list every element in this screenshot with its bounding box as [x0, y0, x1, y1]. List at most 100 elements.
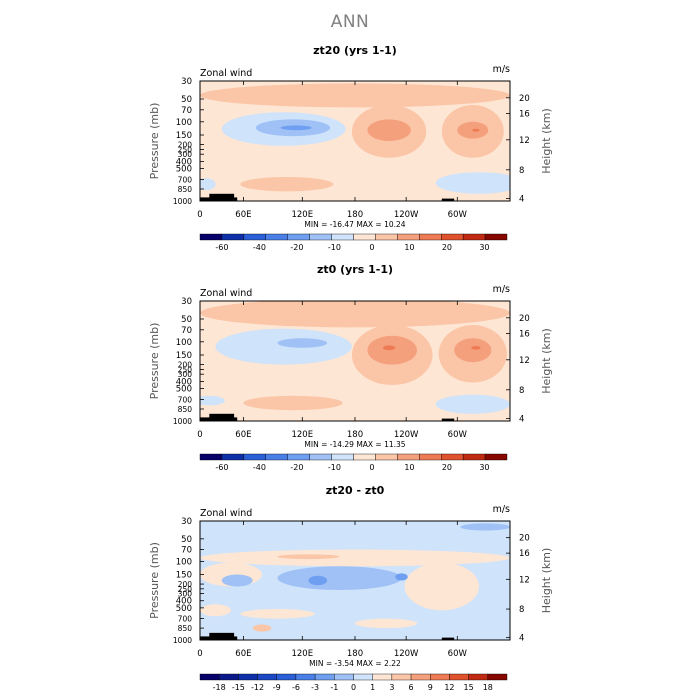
y-right-tick-label: 16 [519, 109, 530, 119]
contour-region [277, 338, 328, 348]
y-tick-label: 250 [178, 365, 193, 374]
y-tick-label: 100 [176, 338, 192, 348]
colorbar: -60 -40 -20 -10 0 10 20 30 [199, 453, 508, 472]
colorbar-box [331, 233, 354, 241]
y-right-tick-label: 16 [519, 549, 530, 559]
colorbar-tick-label: -60 [215, 463, 228, 472]
y-tick-label: 70 [181, 546, 192, 556]
colorbar-box [199, 453, 223, 461]
colorbar-box [441, 233, 464, 241]
y-right-tick-label: 20 [519, 314, 530, 324]
colorbar-tick-label: 0 [351, 683, 356, 692]
y-tick-label: 70 [181, 326, 192, 336]
x-tick-label: 60E [235, 430, 251, 440]
colorbar-box [391, 673, 412, 681]
min-max-stats: MIN = -14.29 MAX = 11.35 [304, 440, 405, 449]
colorbar-box [430, 673, 450, 681]
x-tick-label: 60W [448, 649, 468, 659]
contour-fills [200, 523, 510, 640]
colorbar-box [468, 673, 489, 681]
x-tick-label: 60E [235, 649, 251, 659]
colorbar-box [441, 453, 464, 461]
colorbar-box [243, 233, 266, 241]
y-right-axis-title: Height (km) [540, 548, 553, 614]
colorbar-box [375, 453, 398, 461]
y-right-axis-title: Height (km) [540, 108, 553, 174]
colorbar-box [353, 233, 376, 241]
colorbar-box [334, 673, 354, 681]
colorbar-box [353, 453, 376, 461]
y-right-tick-label: 20 [519, 534, 530, 544]
panel-2: 3050701001502002503004005007008501000201… [148, 284, 553, 472]
contour-fills [200, 301, 510, 421]
colorbar-tick-label: 6 [409, 683, 414, 692]
y-tick-label: 400 [176, 157, 192, 167]
contour-region [243, 395, 343, 411]
topography [441, 418, 455, 421]
x-tick-label: 60W [448, 430, 468, 440]
colorbar-tick-label: -18 [213, 683, 226, 692]
colorbar-box [419, 453, 442, 461]
y-tick-label: 50 [181, 315, 192, 325]
colorbar-box [375, 233, 398, 241]
colorbar: -18 -15 -12 -9 -6 -3 -1 0 1 3 6 9 12 15 18 [199, 673, 508, 692]
colorbar: -60 -40 -20 -10 0 10 20 30 [199, 233, 508, 252]
panel-1-title: zt20 (yrs 1-1) [313, 44, 397, 57]
y-tick-label: 100 [176, 557, 192, 567]
colorbar-tick-label: 20 [442, 243, 452, 252]
x-tick-label: 0 [197, 430, 202, 440]
units-label: m/s [493, 284, 510, 295]
colorbar-box [265, 233, 288, 241]
contour-region [308, 575, 328, 586]
contour-region [355, 618, 417, 629]
contour-region [200, 83, 510, 108]
colorbar-tick-label: -60 [215, 243, 228, 252]
colorbar-box [484, 233, 508, 241]
contour-region [240, 609, 315, 619]
colorbar-tick-label: 1 [370, 683, 375, 692]
colorbar-tick-label: -9 [273, 683, 281, 692]
contour-region [395, 573, 408, 581]
contour-region [252, 624, 272, 632]
colorbar-box [243, 453, 266, 461]
colorbar-box [221, 453, 245, 461]
colorbar-tick-label: 12 [444, 683, 454, 692]
colorbar-box [484, 453, 508, 461]
units-label: m/s [493, 64, 510, 75]
contour-region [200, 178, 216, 191]
topography [441, 637, 455, 640]
colorbar-tick-label: -15 [232, 683, 245, 692]
y-tick-label: 70 [181, 106, 192, 116]
y-tick-label: 1000 [173, 197, 192, 206]
colorbar-box [257, 673, 277, 681]
y-tick-label: 200 [178, 361, 193, 370]
x-tick-label: 60E [235, 210, 251, 220]
y-tick-label: 500 [176, 604, 192, 614]
y-tick-label: 700 [178, 175, 193, 184]
y-tick-label: 50 [181, 535, 192, 545]
y-tick-label: 850 [178, 185, 193, 194]
contour-region [367, 119, 411, 141]
contour-region [280, 125, 312, 131]
colorbar-box [309, 453, 332, 461]
y-right-tick-label: 16 [519, 329, 530, 339]
colorbar-box [199, 233, 223, 241]
colorbar-tick-label: -20 [290, 463, 303, 472]
y-tick-label: 500 [176, 165, 192, 175]
units-label: m/s [493, 504, 510, 515]
colorbar-box [462, 233, 486, 241]
colorbar-tick-label: 15 [464, 683, 474, 692]
min-max-stats: MIN = -16.47 MAX = 10.24 [304, 220, 405, 229]
y-tick-label: 850 [178, 624, 193, 633]
x-tick-label: 180 [347, 210, 363, 220]
y-axis-title: Pressure (mb) [148, 542, 161, 619]
y-tick-label: 200 [178, 580, 193, 589]
contour-region [454, 338, 492, 363]
contour-region [200, 395, 225, 406]
colorbar-tick-label: -6 [292, 683, 300, 692]
y-tick-label: 250 [178, 585, 193, 594]
y-right-tick-label: 12 [519, 136, 530, 146]
topography [209, 632, 235, 640]
colorbar-box [287, 453, 310, 461]
y-axis-title: Pressure (mb) [148, 323, 161, 400]
